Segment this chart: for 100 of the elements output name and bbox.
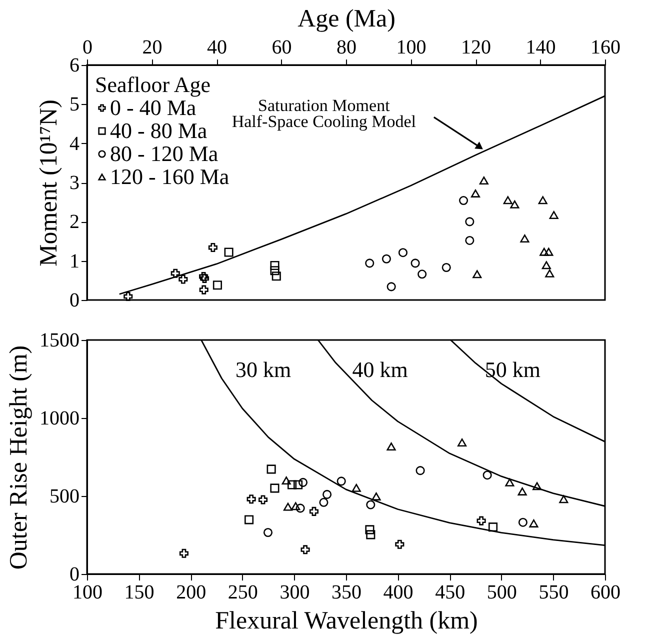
x-tick-label: 120 (461, 36, 491, 58)
point (470, 189, 480, 198)
point (510, 200, 520, 208)
point (208, 242, 218, 252)
x-tick-label: 300 (280, 582, 310, 604)
point (540, 248, 549, 256)
legend-label: 80 - 120 Ma (110, 141, 218, 166)
point (272, 272, 281, 281)
point (532, 482, 542, 490)
point (179, 548, 188, 558)
y-tick-label: 6 (70, 54, 80, 76)
point (336, 476, 346, 486)
point (459, 196, 468, 206)
point (538, 196, 548, 204)
point (465, 217, 474, 226)
x-tick-label: 150 (124, 582, 154, 604)
point (479, 176, 488, 185)
point (372, 492, 381, 500)
point (319, 498, 328, 507)
y-axis-title: Outer Rise Height (m) (6, 345, 32, 570)
point (244, 515, 254, 524)
point (518, 487, 527, 496)
point (270, 484, 280, 493)
point (322, 490, 332, 499)
x-axis-title: Age (Ma) (298, 6, 396, 32)
point (309, 506, 319, 516)
point (300, 545, 310, 554)
point (488, 522, 498, 532)
legend-label: 40 - 80 Ma (110, 118, 208, 143)
point (549, 211, 558, 220)
x-tick-label: 60 (272, 36, 292, 58)
point (366, 500, 376, 510)
point (520, 234, 530, 243)
point (365, 258, 374, 268)
x-tick-label: 40 (207, 36, 227, 58)
point (224, 248, 234, 257)
point (503, 196, 512, 204)
y-tick-label: 5 (70, 94, 80, 116)
point (398, 248, 408, 258)
point (545, 269, 554, 278)
x-tick-label: 450 (435, 582, 466, 604)
point (200, 274, 210, 283)
point (124, 292, 133, 301)
point (199, 272, 208, 282)
point (282, 476, 291, 485)
point (283, 502, 293, 511)
point (458, 438, 467, 446)
point (199, 285, 208, 294)
x-tick-label: 200 (176, 582, 206, 604)
y-tick-label: 1 (70, 250, 80, 272)
point (298, 478, 308, 487)
x-tick-label: 350 (332, 582, 362, 604)
point (476, 516, 486, 526)
point (178, 274, 188, 284)
point (270, 261, 280, 270)
annotation: 40 km (352, 357, 408, 382)
point (386, 442, 396, 451)
x-axis-title: Flexural Wavelength (km) (215, 608, 478, 634)
legend-title: Seafloor Age (95, 72, 210, 97)
y-tick-label: 0 (70, 290, 80, 312)
x-tick-label: 160 (590, 36, 620, 58)
point (505, 478, 514, 486)
point (442, 262, 451, 272)
point (559, 495, 568, 504)
point (366, 530, 376, 540)
y-tick-label: 4 (70, 132, 80, 155)
point (246, 494, 256, 504)
x-tick-label: 80 (336, 36, 356, 58)
point (258, 495, 268, 504)
point (352, 484, 361, 492)
x-tick-label: 20 (142, 36, 162, 58)
point (288, 480, 297, 490)
y-tick-label: 1500 (40, 330, 80, 352)
y-tick-label: 500 (50, 486, 80, 508)
point (296, 504, 305, 513)
point (270, 266, 280, 276)
y-tick-label: 3 (70, 172, 80, 194)
point (386, 282, 396, 292)
x-tick-label: 100 (396, 36, 426, 58)
annotation: 30 km (235, 357, 292, 382)
point (382, 254, 391, 264)
point (294, 480, 303, 490)
annotation: 50 km (484, 357, 540, 382)
legend-label: 120 - 160 Ma (110, 164, 230, 189)
y-tick-label: 2 (70, 211, 80, 234)
point (518, 518, 528, 527)
x-tick-label: 140 (526, 36, 556, 58)
x-tick-label: 400 (383, 582, 414, 604)
point (416, 466, 425, 476)
point (544, 248, 554, 256)
point (410, 258, 420, 268)
x-tick-label: 500 (486, 582, 517, 604)
point (212, 280, 222, 290)
x-tick-label: 600 (590, 582, 620, 604)
x-tick-label: 250 (228, 582, 258, 604)
point (291, 502, 300, 510)
point (365, 525, 374, 534)
x-tick-label: 550 (538, 582, 569, 604)
point (472, 270, 482, 278)
annotation: Saturation Moment Half-Space Cooling Model (232, 96, 416, 132)
